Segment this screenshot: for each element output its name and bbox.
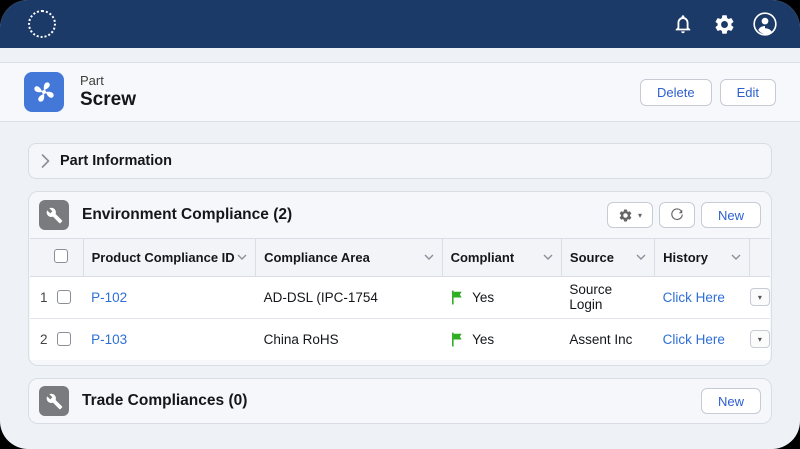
compliant-value: Yes [472,331,495,347]
row-actions-menu-button[interactable]: ▾ [749,330,770,349]
compliance-id-link[interactable]: P-103 [91,331,128,347]
edit-button[interactable]: Edit [719,78,776,106]
top-navigation-bar [0,0,800,48]
trade-compliances-card: Trade Compliances (0) New [28,378,772,424]
table-header-row: Product Compliance ID Compliance Area Co… [30,239,770,277]
part-object-icon [24,72,64,112]
trade-compliances-header: Trade Compliances (0) New [29,379,771,423]
chevron-down-icon [731,254,741,261]
environment-compliance-header: Environment Compliance (2) ▾ New [29,192,771,238]
part-information-panel[interactable]: Part Information [28,143,772,179]
part-information-title: Part Information [60,153,172,169]
chevron-down-icon [636,254,646,261]
source-cell: Source Login [561,276,655,319]
chevron-right-icon [41,154,50,168]
bell-icon[interactable] [670,11,696,37]
record-meta: Part Screw [80,73,136,111]
new-compliance-button[interactable]: New [700,202,761,228]
green-flag-icon [452,332,462,347]
environment-compliance-actions: ▾ New [606,202,761,228]
chevron-down-icon [424,254,434,261]
compliant-value: Yes [472,289,495,305]
new-trade-compliance-button[interactable]: New [700,388,761,414]
row-checkbox[interactable] [56,290,71,304]
compliance-id-link[interactable]: P-102 [91,289,128,305]
topbar-actions [670,11,778,37]
chevron-down-icon [543,254,553,261]
compliance-area-cell: AD-DSL (IPC-1754 [255,276,443,319]
history-link[interactable]: Click Here [662,331,725,347]
compliance-area-cell: China RoHS [255,318,443,360]
column-header-compliance-area[interactable]: Compliance Area [255,239,443,277]
table-row: 2 P-103 China RoHS Yes Assent Inc Click … [30,318,770,360]
user-avatar-icon[interactable] [752,11,778,37]
list-settings-button[interactable]: ▾ [606,202,653,228]
table-row: 1 P-102 AD-DSL (IPC-1754 Yes Source Logi… [30,276,770,319]
settings-gear-icon[interactable] [711,11,737,37]
row-number: 1 [40,289,48,305]
record-actions: Delete Edit [640,78,776,106]
page-content: Part Screw Delete Edit Part Information … [0,48,800,449]
wrench-icon [39,386,69,416]
delete-button[interactable]: Delete [640,78,712,106]
record-name: Screw [80,89,136,110]
row-number: 2 [40,331,48,347]
column-header-product-compliance-id[interactable]: Product Compliance ID [83,239,257,277]
environment-compliance-title: Environment Compliance (2) [82,206,293,223]
record-header: Part Screw Delete Edit [0,62,800,122]
app-logo [28,10,56,38]
chevron-down-icon [237,254,247,261]
column-header-compliant[interactable]: Compliant [442,239,562,277]
trade-compliances-title: Trade Compliances (0) [82,392,248,409]
caret-down-icon: ▾ [637,210,642,220]
compliance-table: Product Compliance ID Compliance Area Co… [30,238,770,360]
green-flag-icon [452,289,462,305]
row-checkbox[interactable] [56,332,71,347]
environment-compliance-card: Environment Compliance (2) ▾ New [28,191,772,366]
column-header-source[interactable]: Source [561,239,656,277]
history-link[interactable]: Click Here [662,289,725,305]
wrench-icon [39,200,69,230]
source-cell: Assent Inc [561,318,655,360]
column-header-actions [749,239,770,277]
refresh-button[interactable] [658,202,695,228]
object-label: Part [80,73,104,88]
row-actions-menu-button[interactable]: ▾ [749,288,770,306]
select-all-checkbox[interactable] [54,248,68,263]
column-header-history[interactable]: History [654,239,751,277]
